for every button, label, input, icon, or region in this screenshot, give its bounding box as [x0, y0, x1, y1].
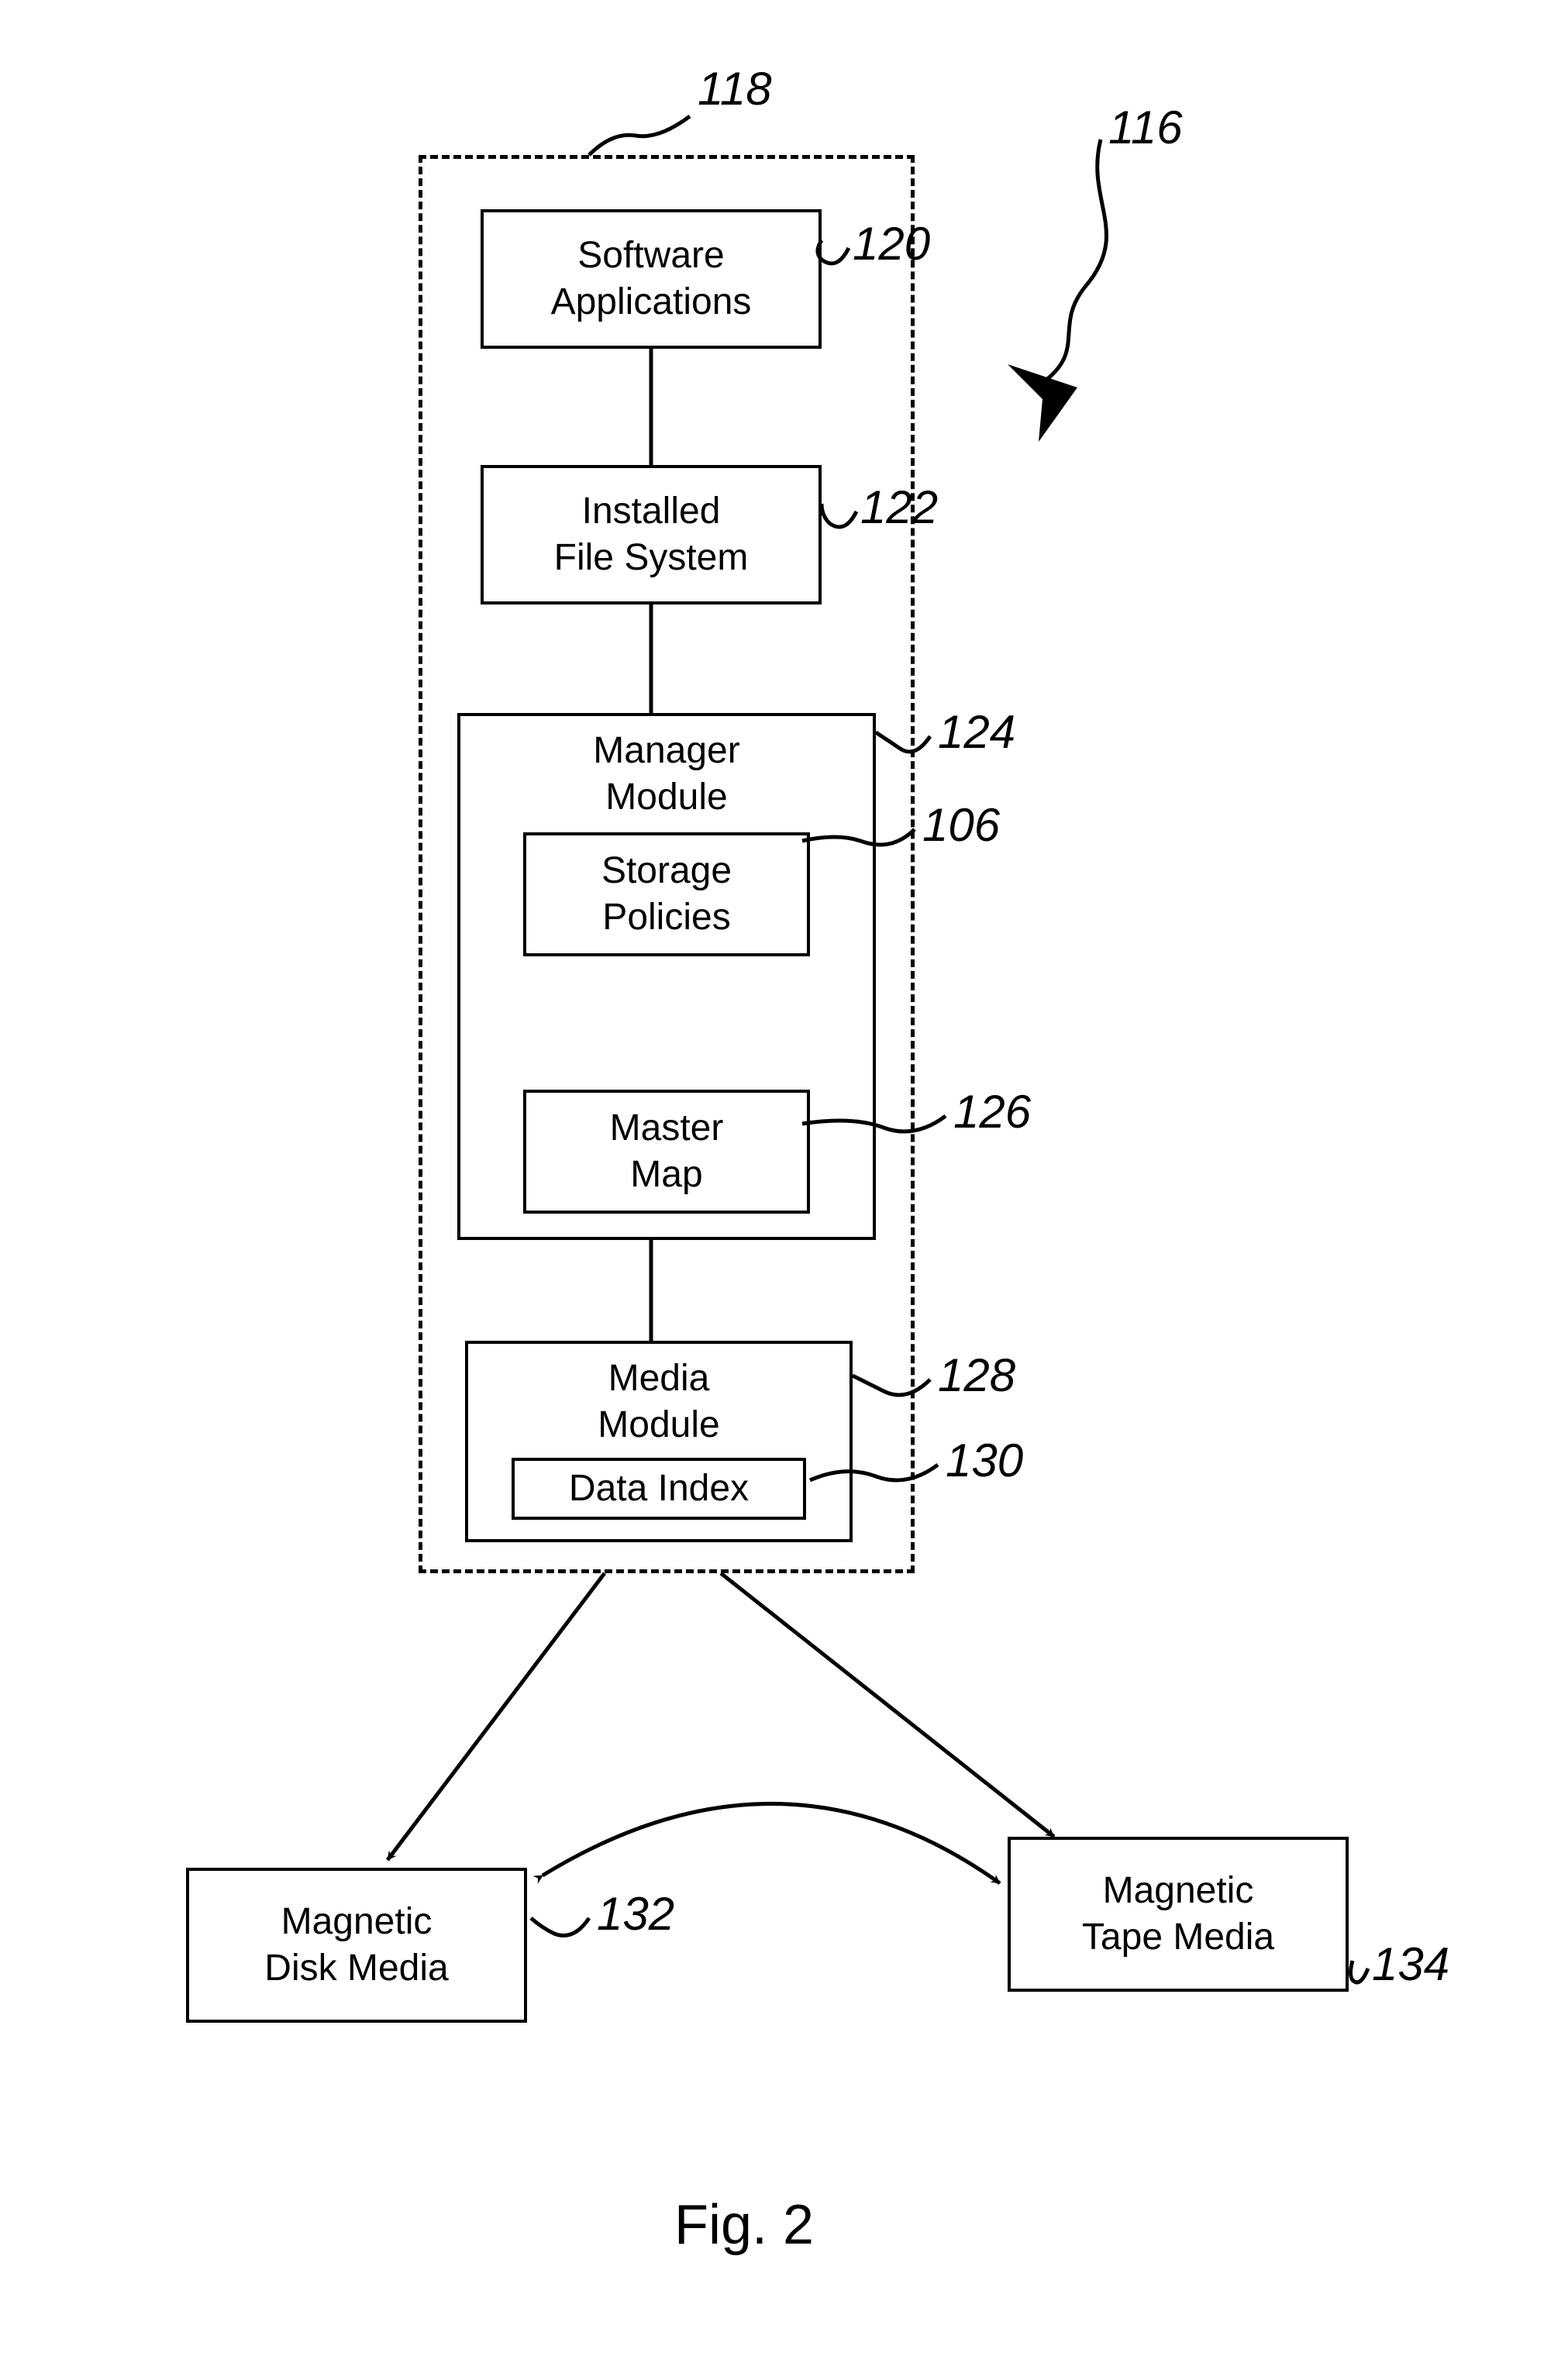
- box-magnetic-tape-media: MagneticTape Media: [1008, 1837, 1349, 1992]
- ref-126: 126: [953, 1085, 1031, 1138]
- label-master-map: MasterMap: [610, 1105, 724, 1198]
- ref-130: 130: [946, 1434, 1023, 1487]
- figure-caption: Fig. 2: [674, 2193, 814, 2257]
- box-data-index: Data Index: [512, 1458, 806, 1520]
- label-manager-module: ManagerModule: [593, 728, 739, 821]
- label-media-module: MediaModule: [598, 1355, 719, 1448]
- label-installed-file-system: InstalledFile System: [554, 488, 749, 581]
- ref-106: 106: [922, 798, 1000, 852]
- box-master-map: MasterMap: [523, 1090, 810, 1214]
- label-magnetic-tape-media: MagneticTape Media: [1082, 1868, 1274, 1961]
- box-media-module: MediaModule Data Index: [465, 1341, 853, 1542]
- box-software-applications: SoftwareApplications: [481, 209, 822, 349]
- ref-118: 118: [698, 62, 772, 115]
- ref-124: 124: [938, 705, 1015, 759]
- ref-120: 120: [853, 217, 930, 270]
- ref-128: 128: [938, 1348, 1015, 1402]
- label-data-index: Data Index: [569, 1466, 749, 1512]
- ref-116: 116: [1108, 101, 1183, 154]
- box-installed-file-system: InstalledFile System: [481, 465, 822, 604]
- box-manager-module: ManagerModule StoragePolicies MasterMap: [457, 713, 876, 1240]
- ref-132: 132: [597, 1887, 674, 1941]
- label-magnetic-disk-media: MagneticDisk Media: [264, 1899, 448, 1992]
- ref-122: 122: [860, 480, 938, 534]
- label-storage-policies: StoragePolicies: [601, 848, 732, 941]
- ref-134: 134: [1372, 1937, 1449, 1991]
- box-magnetic-disk-media: MagneticDisk Media: [186, 1868, 527, 2023]
- label-software-applications: SoftwareApplications: [551, 232, 752, 325]
- box-storage-policies: StoragePolicies: [523, 832, 810, 956]
